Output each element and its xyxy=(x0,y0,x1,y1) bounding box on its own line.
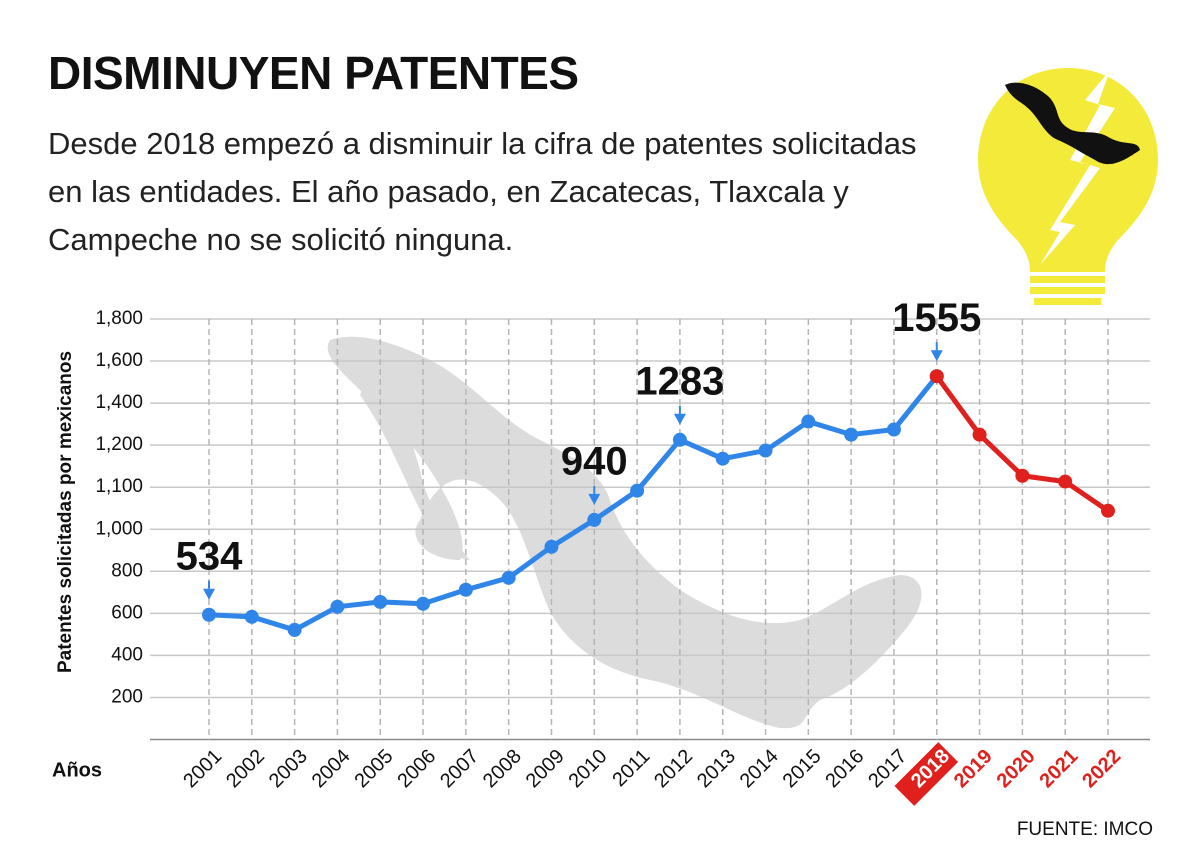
x-tick-group: 2003 xyxy=(265,745,312,792)
data-point xyxy=(330,600,344,614)
x-tick-group: 2012 xyxy=(650,745,697,792)
label-pointer xyxy=(203,589,215,600)
x-tick-label: 2004 xyxy=(308,745,355,792)
chart-title: DISMINUYEN PATENTES xyxy=(48,46,579,100)
x-tick-group: 2002 xyxy=(222,745,269,792)
data-label: 1555 xyxy=(892,296,981,340)
x-tick-group: 2005 xyxy=(350,745,397,792)
x-tick-group: 2009 xyxy=(522,745,569,792)
data-point xyxy=(373,595,387,609)
x-tick-label: 2001 xyxy=(179,745,226,792)
data-point xyxy=(502,571,516,585)
x-tick-group: 2014 xyxy=(736,745,783,792)
data-point xyxy=(544,540,558,554)
y-tick-label: 1,800 xyxy=(95,308,143,329)
data-point xyxy=(716,452,730,466)
x-tick-label: 2007 xyxy=(436,745,483,792)
x-tick-group: 2011 xyxy=(608,745,654,791)
data-point xyxy=(759,444,773,458)
x-tick-group: 2007 xyxy=(436,745,483,792)
map-background xyxy=(328,337,922,728)
y-tick-label: 1,000 xyxy=(95,518,143,539)
y-tick-label: 200 xyxy=(111,686,143,707)
x-tick-label: 2014 xyxy=(736,745,783,792)
x-tick-group: 2001 xyxy=(179,745,226,792)
data-point xyxy=(587,513,601,527)
x-tick-label: 2021 xyxy=(1035,745,1082,792)
x-tick-label: 2020 xyxy=(993,745,1040,792)
y-axis-title: Patentes solicitadas por mexicanos xyxy=(55,351,76,673)
data-point xyxy=(630,484,644,498)
data-point xyxy=(930,369,944,383)
y-tick-label: 1,600 xyxy=(95,350,143,371)
data-label: 940 xyxy=(561,439,628,483)
data-point xyxy=(844,428,858,442)
data-point xyxy=(973,428,987,442)
label-pointer xyxy=(674,414,686,425)
x-tick-label: 2009 xyxy=(522,745,569,792)
data-point xyxy=(245,610,259,624)
x-tick-group: 2008 xyxy=(479,745,526,792)
x-tick-label: 2011 xyxy=(608,745,654,791)
data-label: 1283 xyxy=(635,359,724,403)
y-tick-label: 800 xyxy=(111,560,143,581)
data-point xyxy=(288,623,302,637)
y-tick-label: 1,200 xyxy=(95,434,143,455)
chart-subtitle: Desde 2018 empezó a disminuir la cifra d… xyxy=(48,120,958,264)
x-tick-label: 2022 xyxy=(1078,745,1125,792)
x-tick-group: 2013 xyxy=(693,745,740,792)
x-tick-label: 2008 xyxy=(479,745,526,792)
x-tick-label: 2006 xyxy=(393,745,440,792)
data-point xyxy=(1058,475,1072,489)
x-tick-group: 2020 xyxy=(993,745,1040,792)
data-point xyxy=(1015,469,1029,483)
x-tick-group: 2022 xyxy=(1078,745,1125,792)
x-axis-title: Años xyxy=(52,759,102,781)
y-tick-label: 400 xyxy=(111,644,143,665)
data-point xyxy=(887,422,901,436)
y-tick-label: 1,100 xyxy=(95,476,143,497)
x-tick-label: 2012 xyxy=(650,745,697,792)
x-tick-group: 2018 xyxy=(894,742,958,806)
x-tick-label: 2013 xyxy=(693,745,740,792)
data-point xyxy=(202,608,216,622)
data-point xyxy=(416,597,430,611)
x-tick-group: 2004 xyxy=(308,745,355,792)
source: FUENTE: IMCO xyxy=(1017,819,1153,840)
x-tick-label: 2010 xyxy=(565,745,612,792)
lightbulb-icon xyxy=(978,68,1158,305)
data-point xyxy=(1101,504,1115,518)
data-point xyxy=(673,433,687,447)
data-label: 534 xyxy=(176,534,243,578)
x-tick-label: 2005 xyxy=(350,745,397,792)
label-pointer xyxy=(931,350,943,361)
x-tick-group: 2015 xyxy=(779,745,826,792)
x-tick-label: 2002 xyxy=(222,745,269,792)
x-tick-label: 2016 xyxy=(821,745,868,792)
x-tick-group: 2010 xyxy=(565,745,612,792)
x-tick-group: 2019 xyxy=(950,745,997,792)
y-tick-label: 600 xyxy=(111,602,143,623)
x-tick-label: 2019 xyxy=(950,745,997,792)
x-tick-group: 2021 xyxy=(1035,745,1082,792)
x-tick-label: 2003 xyxy=(265,745,312,792)
y-tick-label: 1,400 xyxy=(95,392,143,413)
data-point xyxy=(801,415,815,429)
x-tick-label: 2015 xyxy=(779,745,826,792)
x-tick-group: 2016 xyxy=(821,745,868,792)
data-point xyxy=(459,583,473,597)
x-tick-group: 2006 xyxy=(393,745,440,792)
